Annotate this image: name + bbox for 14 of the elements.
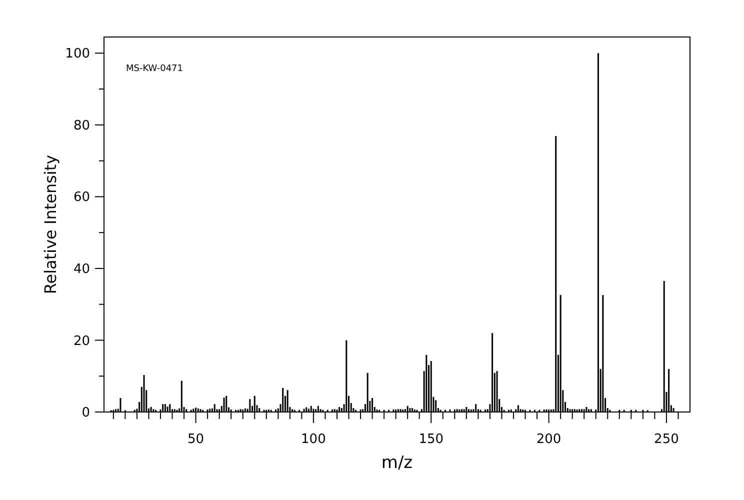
y-axis-title: Relative Intensity	[41, 154, 60, 294]
y-tick-label: 40	[73, 262, 90, 278]
x-tick-label: 200	[536, 432, 562, 447]
x-tick-label: 150	[418, 432, 444, 447]
x-tick-label: 250	[654, 432, 679, 447]
y-tick-label: 60	[73, 190, 90, 206]
y-tick-label: 100	[65, 46, 90, 62]
y-tick-label: 20	[73, 334, 90, 349]
y-tick-label: 0	[82, 406, 90, 421]
x-axis-title: m/z	[381, 453, 413, 473]
x-tick-label: 100	[301, 432, 326, 447]
y-tick-label: 80	[73, 118, 90, 134]
x-tick-label: 50	[188, 432, 204, 447]
annotation: MS-KW-0471	[126, 64, 183, 74]
